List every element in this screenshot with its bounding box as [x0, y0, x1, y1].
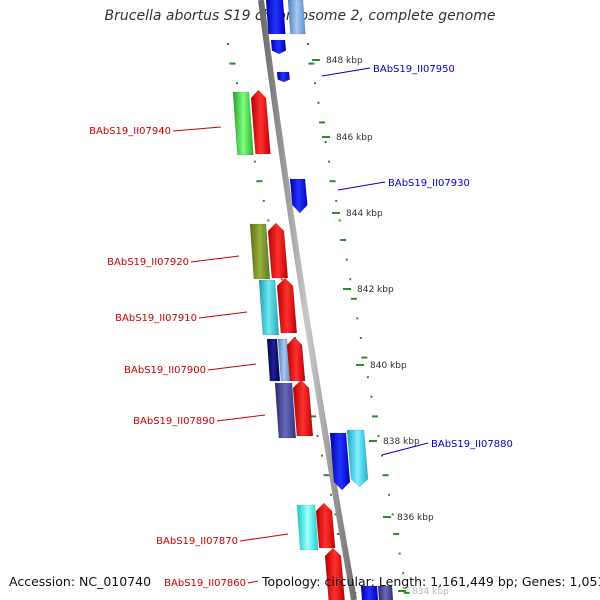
gene-label-leader [198, 311, 248, 319]
genome-summary: Topology: circular; Length: 1,161,449 bp… [262, 574, 600, 589]
gene-label-leader [190, 255, 240, 263]
gene-feature-blue[interactable] [329, 432, 351, 491]
gene-label-leader [172, 126, 222, 132]
gene-feature-blue[interactable] [270, 39, 287, 55]
gene-feature-blue[interactable] [289, 178, 308, 214]
forward-gene-label[interactable]: BAbS19_II07950 [373, 64, 455, 75]
gene-feature-purple[interactable] [377, 585, 394, 600]
reverse-gene-label[interactable]: BAbS19_II07870 [156, 536, 238, 547]
scale-label: 840 kbp [370, 361, 407, 371]
gene-label-leader [337, 181, 386, 191]
gene-feature-red[interactable] [286, 336, 306, 382]
gene-feature-red[interactable] [276, 277, 298, 334]
gene-feature-blue[interactable] [265, 0, 286, 35]
gene-feature-teal[interactable] [258, 279, 280, 336]
gene-feature-purple[interactable] [274, 382, 297, 439]
reverse-gene-label[interactable]: BAbS19_II07910 [115, 313, 197, 324]
reverse-gene-label[interactable]: BAbS19_II07860 [164, 578, 246, 589]
forward-gene-label[interactable]: BAbS19_II07880 [431, 439, 513, 450]
reverse-gene-label[interactable]: BAbS19_II07900 [124, 365, 206, 376]
gene-feature-red[interactable] [250, 89, 271, 155]
gene-label-leader [207, 363, 257, 371]
scale-label: 836 kbp [397, 513, 434, 523]
gene-feature-green[interactable] [232, 91, 254, 156]
scale-label: 844 kbp [346, 209, 383, 219]
scale-label: 842 kbp [357, 285, 394, 295]
gene-label-leader [216, 414, 266, 422]
gene-label-leader [381, 442, 429, 456]
scale-label: 848 kbp [326, 56, 363, 66]
gene-feature-red[interactable] [267, 222, 289, 279]
gene-feature-lightblue[interactable] [287, 0, 306, 35]
chromosome-backbone [258, 0, 357, 600]
gene-labels: BAbS19_II07950 BAbS19_II07930 BAbS19_II078… [89, 64, 513, 589]
reverse-gene-label[interactable]: BAbS19_II07890 [133, 416, 215, 427]
gene-feature-lightblue[interactable] [277, 338, 291, 382]
gene-feature-aqua[interactable] [296, 504, 319, 551]
reverse-gene-label[interactable]: BAbS19_II07940 [89, 126, 171, 137]
gene-feature-blue[interactable] [360, 585, 379, 600]
gene-feature-cyan[interactable] [346, 429, 369, 488]
gene-label-leader [247, 580, 259, 584]
gene-feature-red[interactable] [315, 502, 336, 549]
scale-label: 834 kbp [412, 587, 449, 597]
scale-label: 838 kbp [383, 437, 420, 447]
gene-feature-navy[interactable] [266, 338, 281, 382]
gene-label-leader [239, 533, 289, 542]
gene-feature-red[interactable] [324, 547, 345, 600]
gene-label-leader [321, 67, 371, 77]
gene-feature-blue[interactable] [276, 71, 290, 83]
scale-labels: 848 kbp 846 kbp 844 kbp 842 kbp 840 kbp 838 k… [312, 56, 449, 597]
scale-label: 846 kbp [336, 133, 373, 143]
reverse-gene-label[interactable]: BAbS19_II07920 [107, 257, 189, 268]
forward-gene-label[interactable]: BAbS19_II07930 [388, 178, 470, 189]
accession-label: Accession: NC_010740 [9, 574, 152, 589]
gene-features [232, 0, 394, 600]
gene-feature-olive[interactable] [249, 223, 271, 280]
gene-feature-red[interactable] [292, 379, 314, 437]
